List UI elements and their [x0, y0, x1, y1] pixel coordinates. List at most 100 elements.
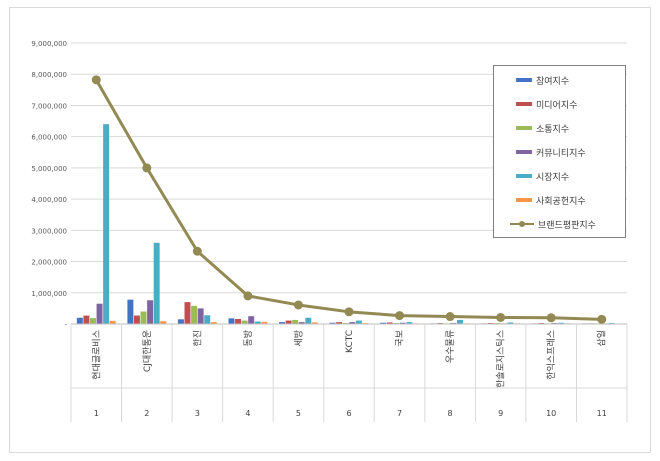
bar	[177, 319, 184, 324]
legend-label: 참여지수	[536, 76, 570, 87]
category-label: KCTC	[345, 330, 355, 353]
line-point	[445, 312, 455, 322]
y-tick-label: 1,000,000	[31, 290, 67, 298]
bar	[386, 322, 393, 324]
bar	[140, 311, 147, 324]
chart-frame: - 1,000,000 2,000,000 3,000,000 4,000,000 5,0…	[9, 7, 651, 453]
line-point	[395, 311, 405, 321]
bar	[558, 322, 565, 324]
legend-label: 브랜드평판지수	[538, 220, 596, 231]
line-point	[344, 307, 354, 317]
legend-swatch	[516, 78, 532, 82]
bar	[298, 322, 305, 324]
line-point	[293, 300, 303, 310]
category-rank-label: 3	[195, 409, 200, 418]
line-point	[142, 163, 152, 173]
category-label: 한솔로지스틱스	[495, 330, 507, 388]
bar	[456, 319, 463, 324]
line-point	[496, 312, 506, 322]
bar	[336, 322, 343, 324]
bar	[191, 305, 198, 324]
bar	[261, 321, 268, 324]
legend-item: 참여지수	[516, 73, 569, 87]
legend-swatch	[516, 102, 532, 106]
bar	[292, 319, 299, 324]
category-label: 세방	[293, 330, 304, 347]
bar	[235, 319, 242, 324]
bar	[96, 303, 103, 324]
category-rank-label: 8	[448, 409, 453, 418]
chart-svg: - 1,000,000 2,000,000 3,000,000 4,000,000 5,0…	[31, 40, 628, 422]
y-tick-label: 6,000,000	[31, 134, 67, 142]
legend-swatch	[516, 150, 532, 154]
legend-label: 시장지수	[536, 172, 570, 183]
bar	[109, 320, 116, 324]
y-tick-label: 2,000,000	[31, 259, 67, 267]
bar	[160, 321, 167, 324]
legend-item: 시장지수	[516, 169, 569, 183]
bar	[399, 322, 406, 324]
grid-layer	[71, 42, 627, 294]
line-point	[243, 291, 253, 301]
legend-item: 사회공헌지수	[516, 193, 586, 207]
y-tick-label: 3,000,000	[31, 227, 67, 235]
category-label: 한진	[192, 330, 203, 347]
bar	[184, 302, 191, 324]
y-tick-label: 9,000,000	[31, 40, 67, 48]
category-rank-label: 10	[546, 409, 556, 418]
category-label: 우수물류	[445, 330, 456, 363]
bar	[153, 242, 160, 324]
bar	[248, 316, 255, 324]
legend-item: 미디어지수	[516, 97, 577, 111]
bar	[76, 317, 83, 324]
legend-item: 소통지수	[516, 121, 569, 135]
y-tick-label: 8,000,000	[31, 71, 67, 79]
bar	[228, 318, 235, 324]
bar	[279, 322, 286, 324]
legend-line-marker	[510, 219, 534, 229]
legend-swatch	[516, 126, 532, 130]
legend-label: 미디어지수	[536, 100, 578, 111]
y-tick-label: 5,000,000	[31, 165, 67, 173]
bar	[147, 300, 154, 324]
legend-swatch	[516, 198, 532, 202]
bar	[90, 318, 96, 324]
bar	[507, 322, 514, 324]
category-label: 삼일	[597, 330, 608, 347]
y-tick-label: 7,000,000	[31, 102, 67, 110]
category-label: 동방	[243, 330, 254, 347]
line-point	[597, 314, 607, 324]
line-layer	[91, 75, 607, 324]
bar	[311, 322, 318, 324]
bar	[241, 320, 248, 324]
bar	[197, 308, 204, 324]
axis-layer: - 1,000,000 2,000,000 3,000,000 4,000,000 5,0…	[31, 40, 628, 422]
line-point	[192, 246, 202, 256]
category-rank-label: 4	[245, 409, 250, 418]
legend-label: 커뮤니티지수	[536, 148, 586, 159]
category-label: 현대글로비스	[91, 330, 102, 380]
bar	[103, 124, 110, 324]
category-rank-label: 9	[498, 409, 503, 418]
bar	[133, 315, 140, 324]
category-label: 한익스프레스	[545, 330, 557, 380]
category-label: 국보	[395, 330, 406, 347]
category-rank-label: 2	[144, 409, 149, 418]
y-tick-label: 4,000,000	[31, 196, 67, 204]
bar	[406, 322, 413, 324]
legend-label: 사회공헌지수	[536, 196, 586, 207]
bar	[127, 299, 134, 324]
line-point	[546, 313, 556, 323]
legend-item: 커뮤니티지수	[516, 145, 586, 159]
legend-item: 브랜드평판지수	[510, 217, 596, 231]
legend-label: 소통지수	[536, 124, 570, 135]
line-point	[91, 75, 101, 85]
category-label: CJ대한통운	[142, 330, 153, 372]
category-rank-label: 11	[597, 409, 607, 418]
category-rank-label: 5	[296, 409, 301, 418]
bar	[329, 322, 336, 324]
bar	[355, 320, 362, 324]
category-rank-label: 1	[94, 409, 99, 418]
bar	[380, 322, 387, 324]
